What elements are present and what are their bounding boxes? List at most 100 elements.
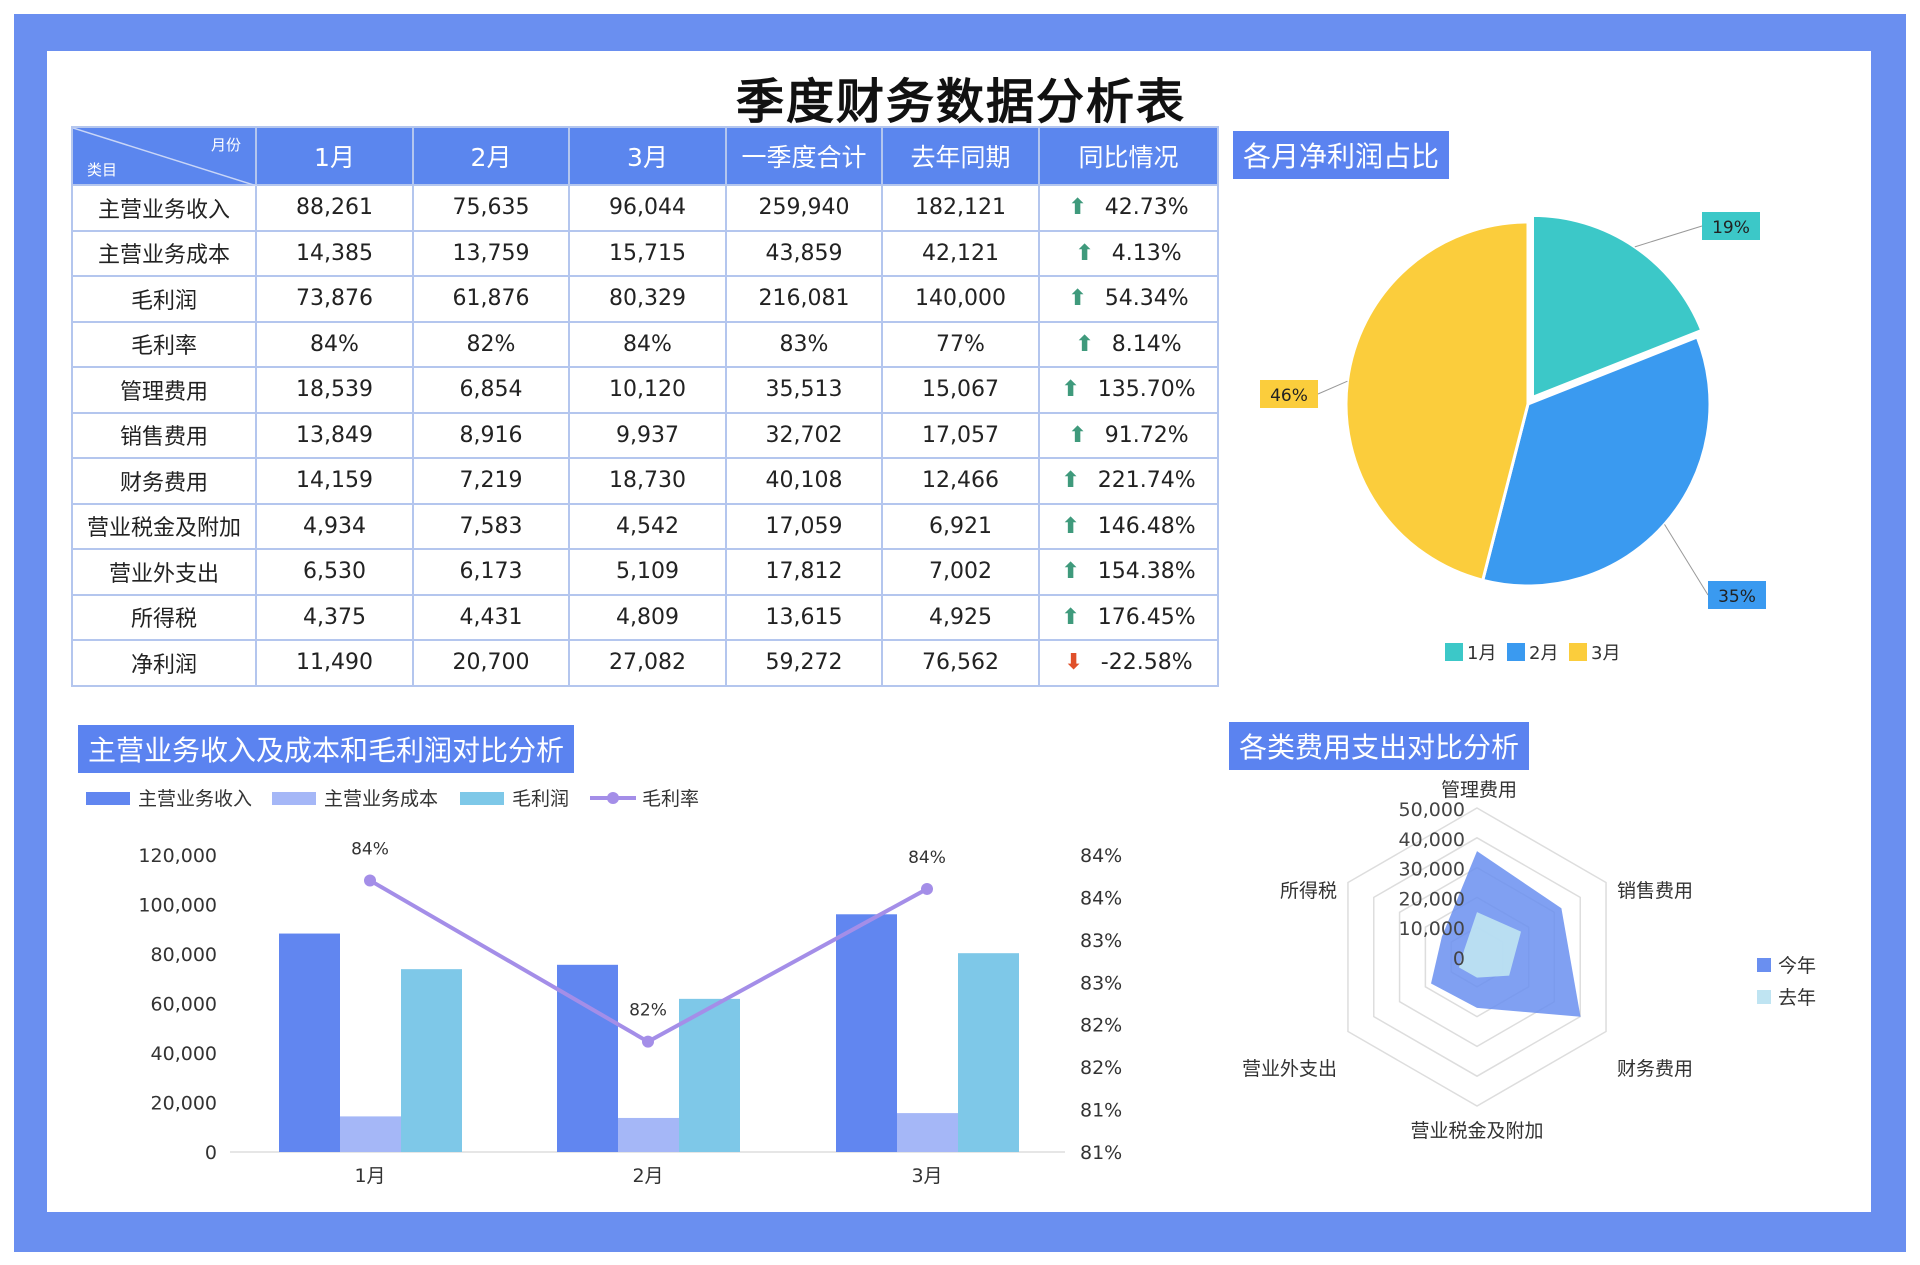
yoy-value: 176.45% [1097, 604, 1196, 630]
yoy-value: -22.58% [1100, 650, 1193, 676]
cell-value: 14,159 [255, 457, 414, 505]
yoy-cell: ⬆ 42.73% [1038, 184, 1219, 232]
radar-axis-label: 销售费用 [1617, 880, 1693, 902]
cell-value: 43,859 [725, 229, 883, 277]
cell-value: 4,431 [412, 593, 570, 641]
cell-value: 9,937 [568, 411, 727, 459]
yoy-value: 221.74% [1097, 468, 1196, 494]
pie-label: 19% [1712, 218, 1750, 238]
data-label: 82% [629, 1001, 667, 1021]
leader-line [1317, 380, 1348, 395]
cell-value: 18,730 [568, 457, 727, 505]
y2-tick-label: 81% [1080, 1142, 1122, 1164]
row-label: 毛利率 [71, 320, 257, 368]
legend-swatch [1757, 958, 1771, 972]
cell-value: 6,530 [255, 548, 414, 596]
pie-slice [1344, 220, 1530, 583]
cell-value: 17,812 [725, 548, 883, 596]
cell-value: 13,759 [412, 229, 570, 277]
row-label: 营业外支出 [71, 548, 257, 596]
legend-label: 毛利率 [642, 788, 699, 810]
legend-label: 毛利润 [512, 788, 569, 810]
bar [279, 933, 340, 1152]
r-tick-label: 30,000 [1399, 859, 1465, 881]
arrow-up-icon: ⬆ [1068, 195, 1087, 221]
radar-grid [1347, 807, 1607, 1107]
yoy-cell: ⬆ 4.13% [1038, 229, 1219, 277]
r-tick-label: 0 [1453, 948, 1465, 970]
cell-value: 140,000 [881, 275, 1040, 323]
yoy-value: 8.14% [1111, 331, 1182, 357]
row-label: 净利润 [71, 639, 257, 687]
yoy-cell: ⬆ 176.45% [1038, 593, 1219, 641]
yoy-cell: ⬆ 221.74% [1038, 457, 1219, 505]
legend-swatch [460, 792, 504, 805]
column-header: 3月 [568, 126, 727, 186]
cell-value: 20,700 [412, 639, 570, 687]
bar [958, 953, 1019, 1152]
cell-value: 8,916 [412, 411, 570, 459]
cell-value: 4,542 [568, 502, 727, 550]
arrow-down-icon: ⬇ [1064, 650, 1083, 676]
y-tick-label: 80,000 [151, 944, 217, 966]
cell-value: 7,002 [881, 548, 1040, 596]
cell-value: 27,082 [568, 639, 727, 687]
corner-category-label: 类目 [87, 161, 118, 179]
y2-tick-label: 83% [1080, 972, 1122, 994]
leader-line [1664, 524, 1709, 596]
yoy-value: 54.34% [1104, 286, 1189, 312]
arrow-up-icon: ⬆ [1061, 377, 1080, 403]
row-label: 营业税金及附加 [71, 502, 257, 550]
cell-value: 88,261 [255, 184, 414, 232]
y2-tick-label: 82% [1080, 1057, 1122, 1079]
diagonal-line [73, 128, 257, 186]
cell-value: 259,940 [725, 184, 883, 232]
legend-label: 2月 [1529, 643, 1558, 664]
column-header: 一季度合计 [725, 126, 883, 186]
r-tick-label: 10,000 [1399, 918, 1465, 940]
y2-tick-label: 84% [1080, 887, 1122, 909]
legend-swatch [1445, 643, 1463, 661]
line-point [364, 874, 376, 887]
y-tick-label: 100,000 [138, 895, 217, 917]
bar [401, 969, 462, 1152]
pie-label-box [1260, 380, 1318, 408]
legend-label: 主营业务成本 [324, 788, 438, 810]
arrow-up-icon: ⬆ [1068, 286, 1087, 312]
table-row: 主营业务成本 14,385 13,759 15,715 43,859 42,121 ⬆ 4.1… [71, 229, 1219, 277]
yoy-value: 91.72% [1104, 422, 1189, 448]
yoy-cell: ⬆ 146.48% [1038, 502, 1219, 550]
yoy-value: 154.38% [1097, 559, 1196, 585]
radar-grid [1373, 836, 1581, 1078]
y-tick-label: 40,000 [151, 1043, 217, 1065]
cell-value: 82% [412, 320, 570, 368]
cell-value: 11,490 [255, 639, 414, 687]
cell-value: 76,562 [881, 639, 1040, 687]
radar-title: 各类费用支出对比分析 [1229, 722, 1530, 770]
radar-axis-label: 营业税金及附加 [1410, 1120, 1543, 1142]
pie-label-box [1702, 212, 1760, 240]
table-row: 营业外支出 6,530 6,173 5,109 17,812 7,002 ⬆ 154.38% [71, 548, 1219, 596]
cell-value: 35,513 [725, 366, 883, 414]
r-tick-label: 50,000 [1399, 799, 1465, 821]
cell-value: 182,121 [881, 184, 1040, 232]
cell-value: 7,583 [412, 502, 570, 550]
y2-tick-label: 82% [1080, 1015, 1122, 1037]
column-header: 去年同期 [881, 126, 1040, 186]
cell-value: 216,081 [725, 275, 883, 323]
cell-value: 73,876 [255, 275, 414, 323]
cell-value: 61,876 [412, 275, 570, 323]
yoy-value: 135.70% [1097, 377, 1196, 403]
cell-value: 4,375 [255, 593, 414, 641]
yoy-cell: ⬆ 154.38% [1038, 548, 1219, 596]
legend-swatch [272, 792, 316, 805]
legend-label: 1月 [1467, 643, 1496, 664]
row-label: 所得税 [71, 593, 257, 641]
pie-label-box [1708, 581, 1766, 609]
cell-value: 80,329 [568, 275, 727, 323]
cell-value: 18,539 [255, 366, 414, 414]
r-tick-label: 40,000 [1399, 829, 1465, 851]
row-label: 毛利润 [71, 275, 257, 323]
bar-chart-title: 主营业务收入及成本和毛利润对比分析 [78, 725, 575, 773]
cell-value: 75,635 [412, 184, 570, 232]
